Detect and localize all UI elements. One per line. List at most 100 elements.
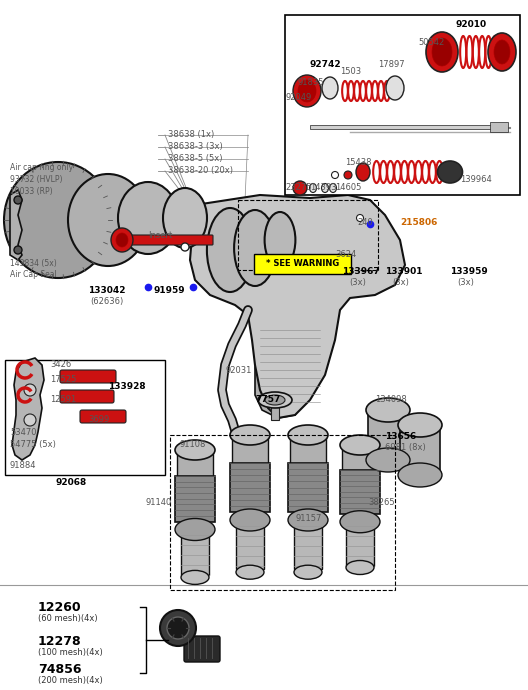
- Ellipse shape: [258, 392, 292, 408]
- Ellipse shape: [329, 184, 336, 193]
- Ellipse shape: [298, 80, 316, 102]
- Ellipse shape: [288, 509, 328, 531]
- Text: 139964: 139964: [460, 175, 492, 184]
- Ellipse shape: [181, 243, 189, 251]
- Text: (3x): (3x): [349, 278, 366, 287]
- FancyBboxPatch shape: [254, 254, 351, 274]
- Text: 14393: 14393: [310, 183, 336, 192]
- Ellipse shape: [236, 565, 264, 579]
- Ellipse shape: [14, 246, 22, 254]
- Bar: [175, 476, 215, 522]
- Bar: [177, 450, 213, 515]
- Bar: [368, 410, 408, 460]
- Bar: [232, 435, 268, 505]
- Ellipse shape: [207, 208, 253, 292]
- Polygon shape: [10, 190, 22, 260]
- Text: (60 mesh)(4x): (60 mesh)(4x): [38, 614, 98, 623]
- Text: 143834 (5x): 143834 (5x): [10, 259, 56, 268]
- Ellipse shape: [340, 511, 380, 533]
- Ellipse shape: [346, 560, 374, 575]
- Text: 7757: 7757: [255, 395, 280, 404]
- Text: 133959: 133959: [450, 267, 488, 276]
- Ellipse shape: [230, 509, 270, 531]
- Ellipse shape: [488, 33, 516, 71]
- Ellipse shape: [163, 188, 207, 248]
- Text: 38638-3 (3x): 38638-3 (3x): [168, 142, 223, 151]
- Text: 12591: 12591: [50, 395, 76, 404]
- Ellipse shape: [293, 181, 307, 195]
- Ellipse shape: [438, 161, 463, 183]
- Ellipse shape: [366, 398, 410, 422]
- Text: 50542: 50542: [418, 38, 444, 47]
- Bar: [5, 360, 165, 475]
- Ellipse shape: [265, 395, 285, 405]
- Polygon shape: [190, 195, 405, 418]
- Text: 1503: 1503: [340, 67, 361, 76]
- Ellipse shape: [111, 228, 133, 252]
- Text: (3x): (3x): [457, 278, 474, 287]
- Bar: [181, 529, 209, 575]
- Ellipse shape: [432, 38, 452, 66]
- Ellipse shape: [160, 610, 196, 646]
- Ellipse shape: [332, 172, 338, 179]
- Text: 38638-20 (20x): 38638-20 (20x): [168, 166, 233, 175]
- Text: (62636): (62636): [90, 297, 123, 306]
- FancyBboxPatch shape: [184, 636, 220, 662]
- Text: 133967: 133967: [342, 267, 380, 276]
- Bar: [294, 520, 322, 569]
- Ellipse shape: [234, 210, 276, 286]
- Text: 3699: 3699: [88, 415, 109, 424]
- Ellipse shape: [181, 571, 209, 584]
- Text: 13656: 13656: [385, 432, 416, 441]
- Polygon shape: [255, 305, 325, 418]
- Text: 12260: 12260: [38, 601, 82, 614]
- Text: 92068: 92068: [55, 478, 86, 487]
- Text: 12278: 12278: [38, 635, 82, 648]
- Ellipse shape: [24, 414, 36, 426]
- Bar: [290, 435, 326, 505]
- Text: Air cap ring only: Air cap ring only: [10, 163, 73, 172]
- Ellipse shape: [167, 617, 189, 639]
- Bar: [170, 435, 395, 590]
- Text: 133928: 133928: [108, 382, 146, 391]
- Ellipse shape: [340, 435, 380, 455]
- Ellipse shape: [175, 518, 215, 540]
- Ellipse shape: [175, 440, 215, 460]
- Ellipse shape: [356, 215, 363, 221]
- Text: 91835: 91835: [298, 78, 325, 87]
- Ellipse shape: [366, 448, 410, 472]
- Text: 54775 (5x): 54775 (5x): [10, 440, 56, 449]
- Text: 133042: 133042: [88, 286, 126, 295]
- Text: 15438: 15438: [345, 158, 372, 167]
- Text: 10033 (RP): 10033 (RP): [10, 187, 53, 196]
- Ellipse shape: [294, 565, 322, 579]
- Bar: [288, 463, 328, 512]
- Ellipse shape: [494, 40, 510, 64]
- Text: 6981 (8x): 6981 (8x): [385, 443, 426, 452]
- Ellipse shape: [322, 184, 328, 193]
- Ellipse shape: [265, 212, 295, 268]
- Text: 53470: 53470: [10, 428, 36, 437]
- FancyBboxPatch shape: [60, 390, 114, 403]
- Text: 240: 240: [357, 218, 373, 227]
- Ellipse shape: [293, 75, 321, 107]
- Ellipse shape: [230, 425, 270, 445]
- Bar: [490, 122, 508, 132]
- Text: 91884: 91884: [10, 461, 36, 470]
- Ellipse shape: [426, 32, 458, 72]
- Ellipse shape: [356, 163, 370, 181]
- Text: Insert: Insert: [148, 231, 172, 240]
- Text: 92010: 92010: [455, 20, 486, 29]
- Text: 93732 (HVLP): 93732 (HVLP): [10, 175, 62, 184]
- Text: 91959: 91959: [153, 286, 185, 295]
- Text: 3624: 3624: [335, 250, 356, 259]
- Ellipse shape: [309, 184, 316, 193]
- Text: 23275: 23275: [285, 183, 312, 192]
- Text: 91157: 91157: [295, 514, 322, 523]
- Ellipse shape: [14, 196, 22, 204]
- Text: 134098: 134098: [375, 395, 407, 404]
- Bar: [340, 470, 380, 514]
- Bar: [342, 445, 378, 508]
- Text: 74856: 74856: [38, 663, 81, 676]
- Ellipse shape: [398, 413, 442, 437]
